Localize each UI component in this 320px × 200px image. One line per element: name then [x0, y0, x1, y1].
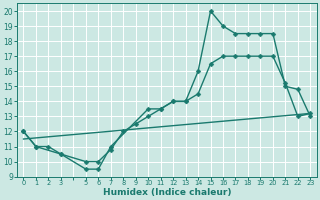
X-axis label: Humidex (Indice chaleur): Humidex (Indice chaleur): [103, 188, 231, 197]
